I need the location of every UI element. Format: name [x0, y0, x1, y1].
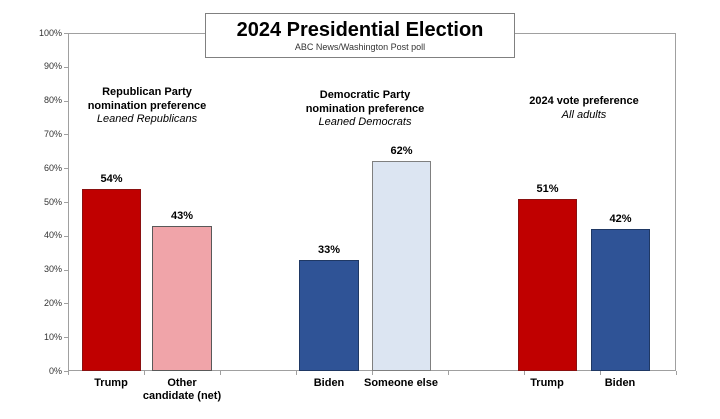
y-axis-label-50: 50% — [43, 196, 62, 207]
bar-trump-vote: 51% — [518, 183, 577, 371]
bar-value-label: 54% — [100, 172, 123, 185]
y-tick-mark — [64, 100, 68, 102]
category-label-other: Other candidate (net) — [127, 377, 237, 403]
y-tick-mark — [64, 371, 68, 372]
y-axis-label-0: 0% — [48, 365, 62, 376]
bar-trump-republican: 54% — [82, 173, 141, 371]
y-tick-mark — [64, 168, 68, 170]
category-line: candidate (net) — [142, 390, 222, 402]
category-label-someone-else: Someone else — [346, 377, 456, 390]
y-tick-mark — [64, 134, 68, 136]
bar-value-label: 33% — [317, 243, 341, 256]
category-line: Other — [167, 377, 197, 389]
x-tick-mark — [68, 371, 69, 375]
bar-value-label: 62% — [390, 145, 413, 158]
bar-value-label: 43% — [170, 209, 194, 222]
group-header-republican: Republican Party nomination preference L… — [52, 86, 242, 127]
y-tick-mark — [64, 303, 68, 305]
chart-title: 2024 Presidential Election — [236, 19, 484, 41]
x-tick-mark — [600, 371, 601, 375]
group-header-line: 2024 vote preference — [529, 95, 639, 107]
category-label-trump-2: Trump — [492, 377, 602, 390]
category-line: Trump — [530, 377, 564, 389]
bar-value-label: 51% — [536, 182, 559, 195]
y-axis-label-80: 80% — [43, 95, 62, 106]
group-header-vote-preference: 2024 vote preference All adults — [489, 95, 679, 122]
category-line: Biden — [313, 377, 345, 389]
y-tick-mark — [64, 337, 68, 339]
y-tick-mark — [64, 202, 68, 203]
group-subheader: Leaned Democrats — [318, 116, 412, 128]
group-header-line: nomination preference — [305, 102, 425, 115]
x-tick-mark — [296, 371, 297, 375]
y-axis-label-100: 100% — [38, 27, 62, 38]
category-line: Someone else — [364, 377, 438, 389]
category-label-trump-1: Trump — [56, 377, 166, 390]
bar-value-label: 42% — [609, 213, 632, 225]
category-line: Biden — [604, 377, 636, 389]
x-tick-mark — [524, 371, 525, 375]
group-header-line: nomination preference — [87, 99, 207, 112]
category-label-biden-2: Biden — [565, 377, 675, 390]
x-tick-mark — [448, 371, 449, 375]
y-tick-mark — [64, 33, 68, 34]
group-subheader: Leaned Republicans — [96, 113, 198, 125]
bar-other-candidate: 43% — [152, 210, 212, 371]
x-tick-mark — [372, 371, 373, 375]
x-tick-mark — [144, 371, 145, 375]
group-header-democratic: Democratic Party nomination preference L… — [270, 89, 460, 130]
y-tick-mark — [64, 66, 68, 68]
x-tick-mark — [220, 371, 221, 375]
group-header-line: Republican Party — [102, 86, 192, 98]
y-axis-label-10: 10% — [43, 331, 62, 342]
group-header-line: Democratic Party — [319, 89, 411, 101]
category-line: Trump — [94, 377, 128, 389]
bar-someone-else: 62% — [372, 145, 431, 371]
group-subheader: All adults — [561, 108, 607, 121]
y-axis-label-40: 40% — [43, 230, 62, 241]
y-tick-mark — [64, 269, 68, 271]
x-tick-mark — [676, 371, 677, 375]
chart-title-box: 2024 Presidential Election ABC News/Wash… — [205, 13, 515, 58]
category-label-biden-1: Biden — [274, 377, 384, 390]
y-tick-mark — [64, 235, 68, 237]
y-axis-label-30: 30% — [43, 264, 62, 275]
y-axis-label-60: 60% — [43, 162, 62, 173]
chart-subtitle: ABC News/Washington Post poll — [294, 42, 426, 52]
bar-biden-vote: 42% — [591, 213, 650, 371]
y-axis-label-90: 90% — [43, 61, 62, 72]
bar-biden-democratic: 33% — [299, 244, 359, 371]
y-axis-label-20: 20% — [43, 297, 62, 308]
y-axis-label-70: 70% — [43, 128, 62, 139]
